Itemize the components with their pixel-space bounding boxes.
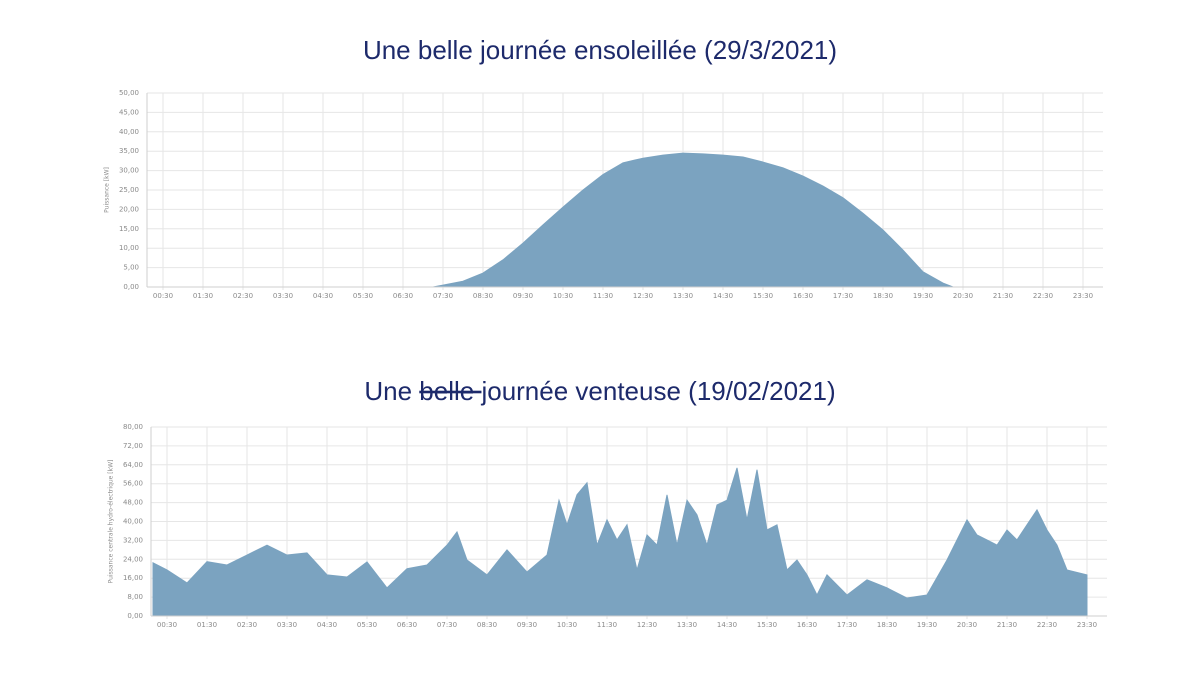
x-tick-label: 13:30: [677, 621, 697, 629]
y-tick-label: 32,00: [123, 536, 143, 544]
y-tick-label: 10,00: [119, 244, 139, 252]
x-tick-label: 15:30: [757, 621, 777, 629]
x-tick-label: 12:30: [637, 621, 657, 629]
x-tick-label: 06:30: [397, 621, 417, 629]
x-tick-label: 13:30: [673, 292, 693, 300]
x-tick-label: 10:30: [553, 292, 573, 300]
y-tick-label: 48,00: [123, 499, 143, 507]
x-tick-label: 08:30: [473, 292, 493, 300]
y-tick-label: 45,00: [119, 108, 139, 116]
x-tick-label: 05:30: [357, 621, 377, 629]
title-part: journée venteuse (19/02/2021): [480, 376, 835, 406]
chart-title: Une belle journée ensoleillée (29/3/2021…: [363, 35, 837, 65]
x-tick-label: 17:30: [837, 621, 857, 629]
x-tick-label: 09:30: [513, 292, 533, 300]
x-tick-label: 23:30: [1073, 292, 1093, 300]
x-tick-label: 06:30: [393, 292, 413, 300]
x-tick-label: 01:30: [197, 621, 217, 629]
x-tick-label: 05:30: [353, 292, 373, 300]
x-tick-label: 22:30: [1033, 292, 1053, 300]
y-tick-label: 40,00: [119, 128, 139, 136]
y-tick-label: 56,00: [123, 480, 143, 488]
y-tick-label: 15,00: [119, 225, 139, 233]
x-tick-label: 18:30: [877, 621, 897, 629]
x-tick-label: 21:30: [997, 621, 1017, 629]
x-tick-label: 00:30: [153, 292, 173, 300]
x-tick-label: 22:30: [1037, 621, 1057, 629]
y-tick-label: 50,00: [119, 89, 139, 97]
area: [152, 467, 1088, 617]
y-tick-label: 24,00: [123, 555, 143, 563]
x-tick-label: 12:30: [633, 292, 653, 300]
x-tick-label: 19:30: [913, 292, 933, 300]
x-tick-label: 11:30: [593, 292, 613, 300]
y-tick-label: 5,00: [123, 264, 139, 272]
x-tick-label: 03:30: [273, 292, 293, 300]
x-tick-label: 02:30: [233, 292, 253, 300]
x-tick-label: 02:30: [237, 621, 257, 629]
y-tick-label: 25,00: [119, 186, 139, 194]
y-tick-label: 35,00: [119, 147, 139, 155]
x-tick-label: 00:30: [157, 621, 177, 629]
y-tick-label: 64,00: [123, 461, 143, 469]
x-tick-label: 14:30: [717, 621, 737, 629]
y-axis-label: Puissance [kW]: [104, 167, 111, 213]
x-tick-label: 15:30: [753, 292, 773, 300]
x-tick-label: 03:30: [277, 621, 297, 629]
x-tick-label: 10:30: [557, 621, 577, 629]
chart-title: Une belle journée venteuse (19/02/2021): [364, 376, 835, 406]
y-tick-label: 30,00: [119, 167, 139, 175]
y-tick-label: 80,00: [123, 423, 143, 431]
x-tick-label: 20:30: [953, 292, 973, 300]
y-axis-label: Puissance centrale hydro-électrique [kW]: [108, 460, 115, 584]
x-tick-label: 08:30: [477, 621, 497, 629]
x-tick-label: 11:30: [597, 621, 617, 629]
x-tick-label: 04:30: [317, 621, 337, 629]
x-tick-label: 21:30: [993, 292, 1013, 300]
y-tick-label: 0,00: [127, 612, 143, 620]
x-tick-label: 14:30: [713, 292, 733, 300]
y-tick-label: 16,00: [123, 574, 143, 582]
x-tick-label: 17:30: [833, 292, 853, 300]
x-tick-label: 16:30: [797, 621, 817, 629]
title-part: Une: [364, 376, 419, 406]
x-tick-label: 16:30: [793, 292, 813, 300]
x-tick-label: 07:30: [437, 621, 457, 629]
title-part: Une belle journée ensoleillée (29/3/2021…: [363, 35, 837, 65]
x-tick-label: 07:30: [433, 292, 453, 300]
y-tick-label: 20,00: [119, 205, 139, 213]
x-tick-label: 04:30: [313, 292, 333, 300]
x-tick-label: 01:30: [193, 292, 213, 300]
area: [432, 152, 954, 288]
x-tick-label: 23:30: [1077, 621, 1097, 629]
y-tick-label: 72,00: [123, 442, 143, 450]
y-tick-label: 40,00: [123, 518, 143, 526]
x-tick-label: 18:30: [873, 292, 893, 300]
title-part: belle: [419, 376, 481, 406]
x-tick-label: 09:30: [517, 621, 537, 629]
x-tick-label: 20:30: [957, 621, 977, 629]
x-tick-label: 19:30: [917, 621, 937, 629]
y-tick-label: 8,00: [127, 593, 143, 601]
y-tick-label: 0,00: [123, 283, 139, 291]
